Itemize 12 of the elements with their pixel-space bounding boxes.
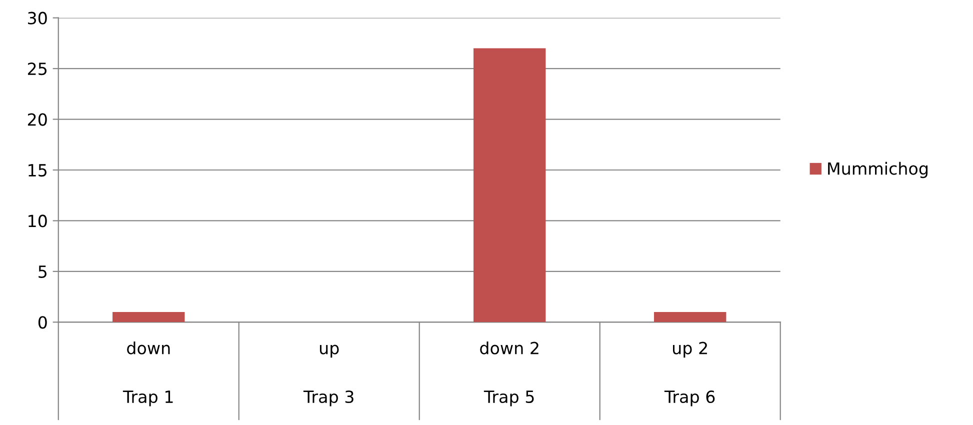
y-tick-label: 20 [28, 113, 47, 126]
y-tick-label: 10 [28, 214, 47, 228]
y-tick-label: 15 [28, 164, 47, 177]
category-label: down Trap 1 [122, 341, 173, 406]
y-tick-label: 0 [38, 316, 47, 329]
category-label: up Trap 3 [303, 344, 354, 406]
y-tick-label: 25 [28, 62, 47, 76]
y-tick-label: 5 [38, 266, 47, 278]
category-label: up 2 Trap 6 [664, 342, 715, 406]
y-tick-label: 30 [28, 12, 47, 24]
category-label: down 2 Trap 5 [480, 341, 538, 406]
legend-label: Mummichog [828, 162, 928, 178]
